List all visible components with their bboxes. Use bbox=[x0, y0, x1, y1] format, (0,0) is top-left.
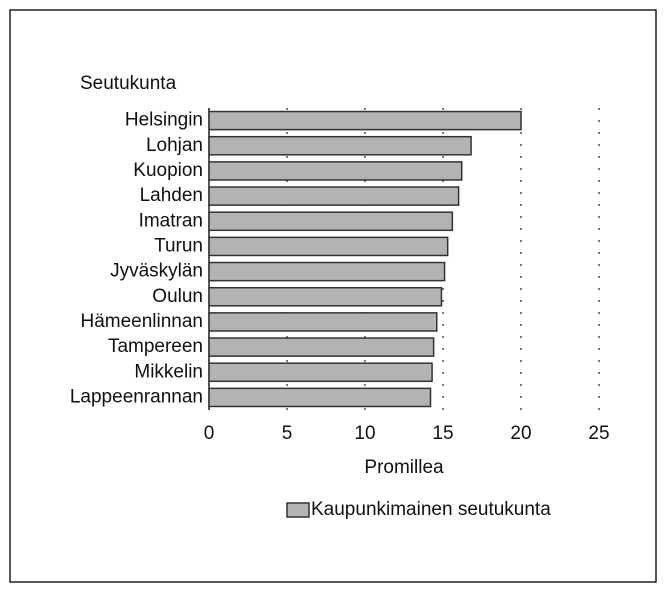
bar bbox=[208, 161, 463, 181]
bar bbox=[208, 362, 433, 383]
y-tick-label: Lahden bbox=[140, 185, 203, 206]
y-tick-label: Helsingin bbox=[125, 110, 203, 131]
x-tick-label: 25 bbox=[588, 423, 609, 444]
x-tick-label: 0 bbox=[204, 423, 215, 444]
bar bbox=[208, 337, 435, 357]
bar bbox=[208, 387, 432, 408]
y-tick-label: Oulun bbox=[152, 286, 203, 307]
bar bbox=[208, 135, 472, 156]
y-tick-label: Turun bbox=[154, 235, 203, 256]
y-tick-label: Imatran bbox=[139, 210, 203, 231]
bar bbox=[208, 261, 446, 282]
y-tick-label: Jyväskylän bbox=[110, 261, 203, 282]
bar bbox=[208, 211, 454, 232]
bar bbox=[208, 312, 438, 332]
y-tick-label: Tampereen bbox=[108, 336, 203, 357]
y-tick-label: Kuopion bbox=[133, 160, 203, 181]
y-tick-label: Mikkelin bbox=[134, 361, 203, 382]
bar bbox=[208, 286, 443, 307]
frame bbox=[9, 9, 657, 583]
y-axis-label: Seutukunta bbox=[80, 73, 177, 94]
bar bbox=[208, 236, 449, 257]
y-tick-label: Lohjan bbox=[146, 135, 203, 156]
y-tick-label: Hämeenlinnan bbox=[80, 311, 203, 332]
x-tick-label: 5 bbox=[282, 423, 293, 444]
legend-swatch bbox=[286, 502, 310, 518]
y-tick-label: Lappeenrannan bbox=[70, 386, 203, 407]
bar bbox=[208, 186, 460, 206]
legend-label: Kaupunkimainen seutukunta bbox=[311, 499, 551, 520]
x-tick-label: 20 bbox=[510, 423, 531, 444]
bar bbox=[208, 110, 522, 131]
x-tick-label: 15 bbox=[432, 423, 453, 444]
x-axis-label: Promillea bbox=[364, 457, 444, 478]
x-tick-label: 10 bbox=[354, 423, 375, 444]
